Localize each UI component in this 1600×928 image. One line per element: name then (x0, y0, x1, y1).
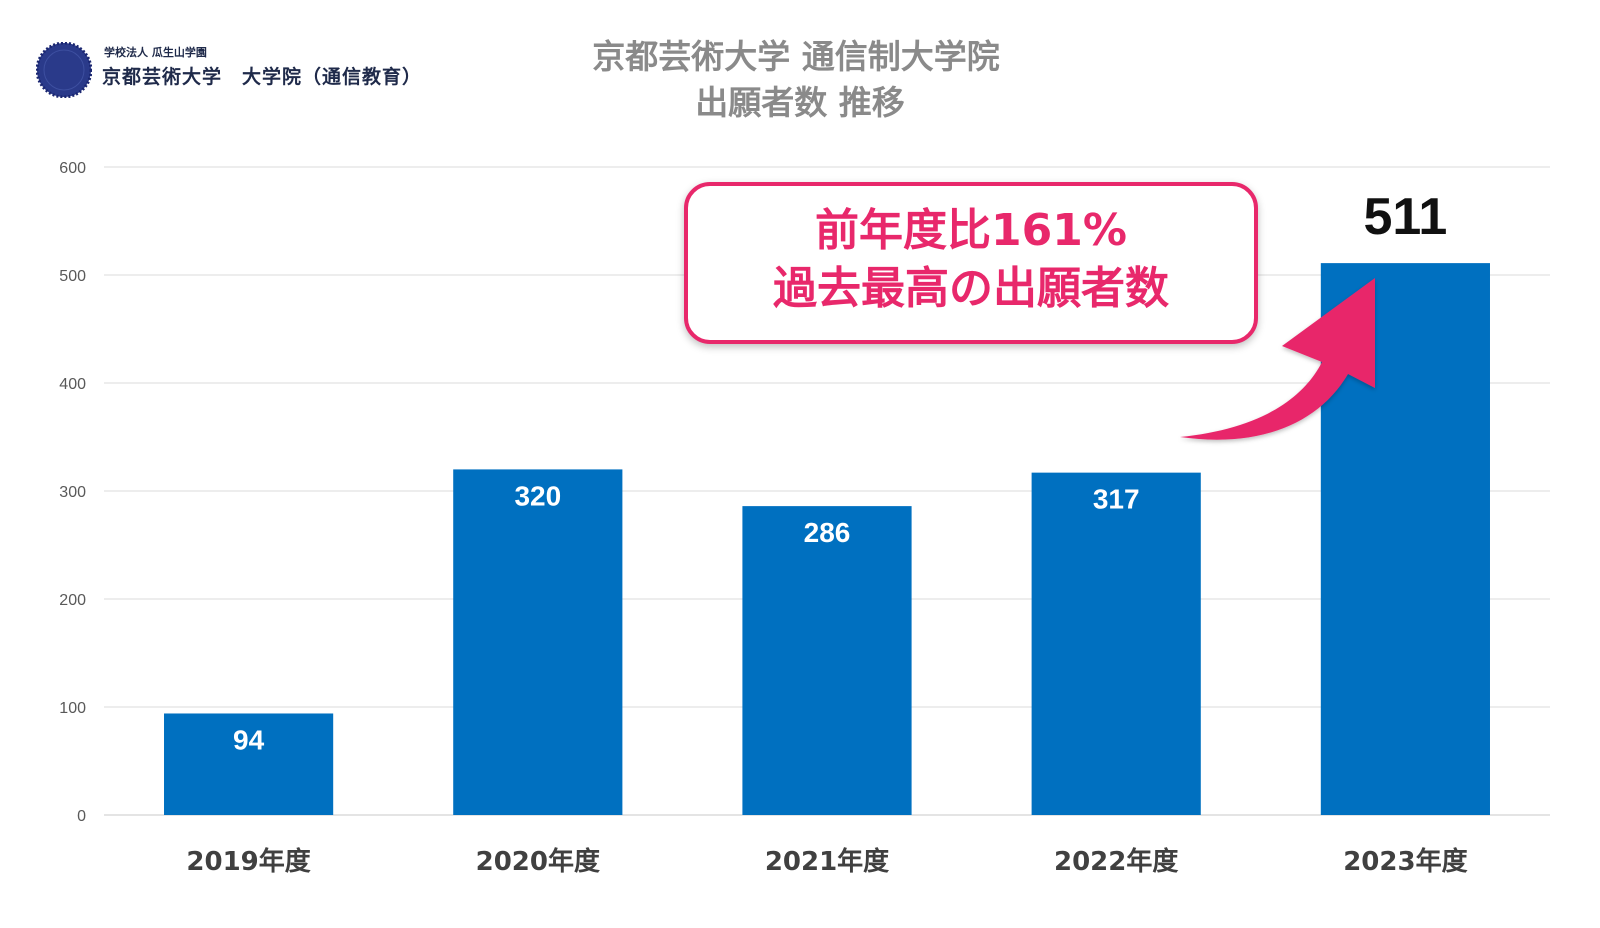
x-tick-label: 2020年度 (476, 846, 600, 877)
y-tick-label: 0 (77, 808, 86, 825)
bars (164, 263, 1490, 815)
data-label: 286 (804, 517, 851, 548)
x-tick-label: 2021年度 (765, 846, 889, 877)
y-tick-label: 500 (59, 268, 86, 285)
chart-title: 京都芸術大学 通信制大学院 出願者数 推移 (0, 34, 1600, 126)
data-label: 511 (1363, 188, 1447, 246)
bar (742, 506, 912, 815)
y-tick-label: 300 (59, 484, 86, 501)
y-axis-ticks: 0 100 200 300 400 500 600 (59, 160, 86, 825)
y-tick-label: 400 (59, 376, 86, 393)
x-axis-ticks: 2019年度 2020年度 2021年度 2022年度 2023年度 (186, 846, 1467, 877)
logo-subtitle: 学校法人 瓜生山学園 (104, 46, 207, 59)
x-tick-label: 2023年度 (1343, 846, 1467, 877)
logo: 学校法人 瓜生山学園 京都芸術大学 大学院（通信教育） (36, 40, 456, 100)
y-tick-label: 600 (59, 160, 86, 177)
y-tick-label: 200 (59, 592, 86, 609)
data-label: 320 (514, 480, 561, 511)
bar (164, 713, 334, 815)
x-tick-label: 2019年度 (186, 846, 310, 877)
y-tick-label: 100 (59, 700, 86, 717)
chart-title-line2: 出願者数 推移 (695, 83, 905, 122)
data-label: 317 (1093, 484, 1140, 515)
chart-title-line1: 京都芸術大学 通信制大学院 (592, 37, 1000, 76)
x-tick-label: 2022年度 (1054, 846, 1178, 877)
university-seal-icon (36, 42, 92, 98)
annotation-line1: 前年度比161% (815, 205, 1127, 256)
growth-arrow-icon (1180, 278, 1375, 440)
data-labels: 94 320 286 317 511 (233, 188, 1447, 755)
data-label: 94 (233, 724, 265, 755)
annotation-line2: 過去最高の出願者数 (773, 263, 1169, 314)
logo-title: 京都芸術大学 大学院（通信教育） (102, 66, 423, 88)
annotation-callout: 前年度比161% 過去最高の出願者数 (684, 182, 1258, 344)
bar (453, 469, 623, 815)
bar (1031, 472, 1201, 815)
